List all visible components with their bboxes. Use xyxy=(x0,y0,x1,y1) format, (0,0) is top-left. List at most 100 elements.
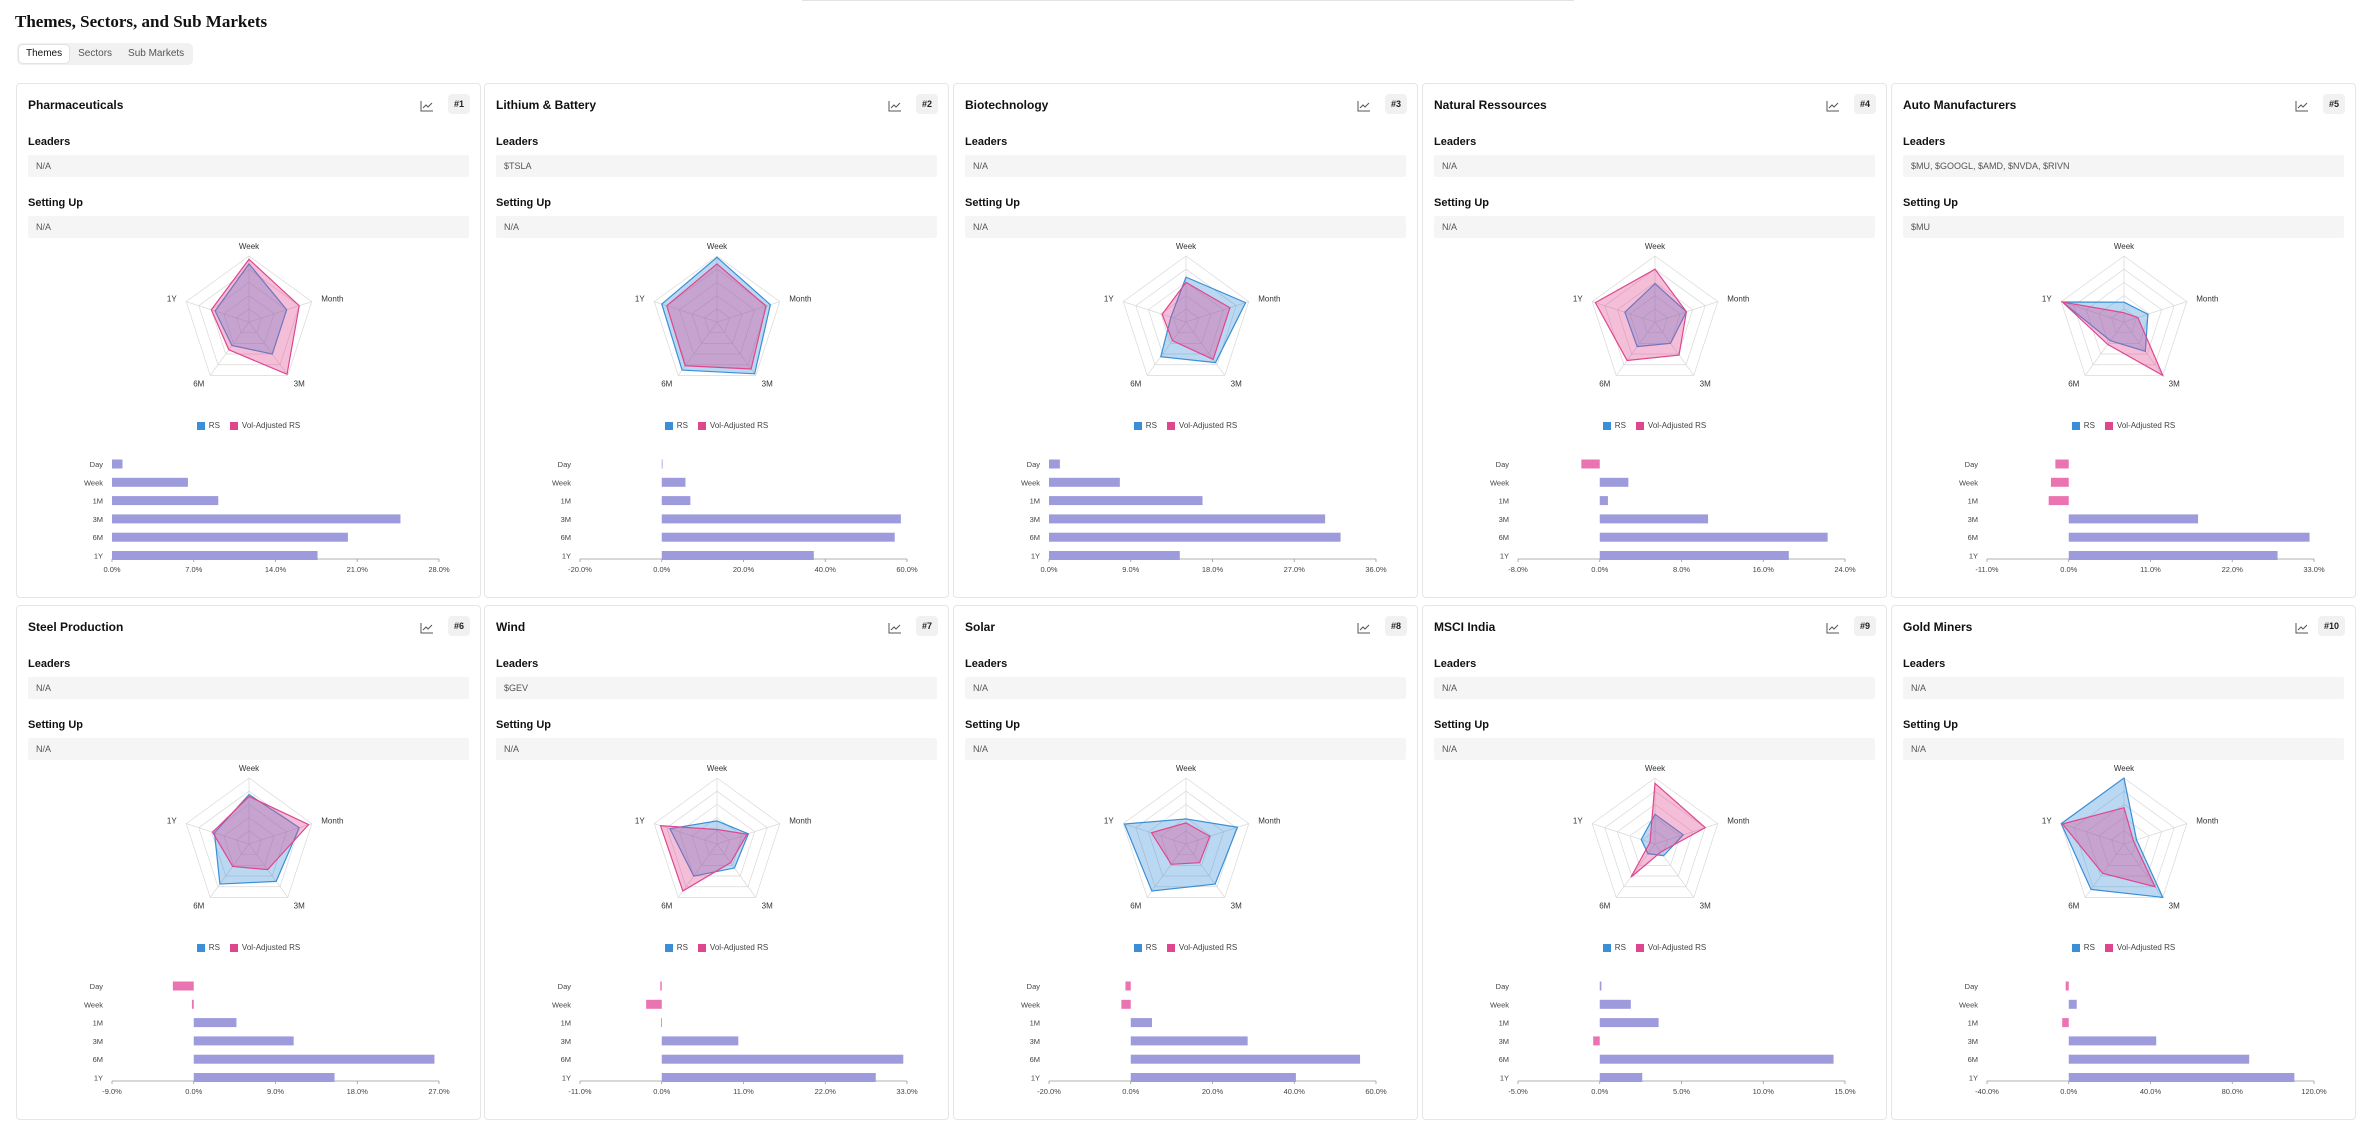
bar-x-tick-label: -11.0% xyxy=(568,1087,592,1096)
legend-vol-adjusted: Vol-Adjusted RS xyxy=(1166,943,1237,952)
legend-rs: RS xyxy=(2071,943,2095,952)
theme-card[interactable]: Steel Production #6 Leaders N/A Setting Up N/… xyxy=(16,605,481,1120)
bar-x-tick-label: 0.0% xyxy=(185,1087,202,1096)
radar-legend: RS Vol-Adjusted RS xyxy=(485,421,948,430)
bar-3m xyxy=(2068,1036,2157,1046)
radar-axis-label: Week xyxy=(707,243,728,251)
line-chart-icon[interactable] xyxy=(1826,621,1840,634)
radar-grid-ring xyxy=(1122,255,1250,376)
leaders-field: $TSLA xyxy=(496,155,937,177)
radar-axis-label: Month xyxy=(789,817,811,826)
bar-category-label: 3M xyxy=(1968,515,1978,524)
legend-vol-adjusted: Vol-Adjusted RS xyxy=(697,943,768,952)
bar-x-tick-label: 60.0% xyxy=(1365,1087,1387,1096)
radar-grid-ring xyxy=(1616,803,1694,877)
legend-label: Vol-Adjusted RS xyxy=(1647,421,1707,430)
radar-grid-ring xyxy=(1616,281,1694,355)
bar-1m xyxy=(2048,496,2069,506)
line-chart-icon[interactable] xyxy=(1357,99,1371,112)
theme-card[interactable]: Natural Ressources #4 Leaders N/A Setting Up… xyxy=(1422,83,1887,598)
line-chart-icon[interactable] xyxy=(420,621,434,634)
line-chart-icon[interactable] xyxy=(2295,99,2309,112)
bar-3m xyxy=(1049,514,1326,524)
radar-grid-ring xyxy=(653,255,781,376)
line-chart-icon[interactable] xyxy=(2295,621,2309,634)
radar-series-vol-adjusted xyxy=(210,258,300,376)
theme-card[interactable]: Pharmaceuticals #1 Leaders N/A Setting Up N/A… xyxy=(16,83,481,598)
radar-spoke xyxy=(1654,321,1695,376)
bar-category-label: 1Y xyxy=(562,1074,571,1083)
bar-x-tick-label: 0.0% xyxy=(103,565,120,574)
rank-badge: #7 xyxy=(915,616,938,636)
legend-swatch xyxy=(664,421,673,430)
bar-chart: 0.0% 9.0% 18.0% 27.0% 36.0% Day Week 1M 3M 6M 1Y xyxy=(1021,459,1387,574)
leaders-label: Leaders xyxy=(496,658,539,670)
radar-axis-label: Month xyxy=(2196,817,2218,826)
theme-card[interactable]: Gold Miners #10 Leaders N/A Setting Up N/A Wee… xyxy=(1891,605,2356,1120)
bar-6m xyxy=(112,532,348,542)
radar-spoke xyxy=(248,823,312,845)
radar-axis-label: 3M xyxy=(294,379,305,388)
rank-badge: #6 xyxy=(447,616,470,636)
leaders-field: N/A xyxy=(28,155,469,177)
setting-up-field: N/A xyxy=(965,216,1406,238)
legend-vol-adjusted: Vol-Adjusted RS xyxy=(2104,943,2175,952)
radar-grid-ring xyxy=(704,308,730,334)
radar-axis-label: 1Y xyxy=(635,817,645,826)
theme-card[interactable]: Lithium & Battery #2 Leaders $TSLA Setting U… xyxy=(484,83,949,598)
bar-1y xyxy=(661,551,814,560)
theme-card[interactable]: Solar #8 Leaders N/A Setting Up N/A Week Month 3… xyxy=(953,605,1418,1120)
bar-x-tick-label: 33.0% xyxy=(2303,565,2325,574)
bar-category-label: 1M xyxy=(1499,1019,1509,1028)
radar-axis-label: 3M xyxy=(762,901,773,910)
radar-axis-label: 6M xyxy=(193,901,204,910)
bar-category-label: 1M xyxy=(1030,497,1040,506)
legend-swatch xyxy=(1133,421,1142,430)
radar-spoke xyxy=(248,301,312,323)
line-chart-icon[interactable] xyxy=(1357,621,1371,634)
bar-1m xyxy=(661,496,691,506)
legend-vol-adjusted: Vol-Adjusted RS xyxy=(697,421,768,430)
bar-category-label: 3M xyxy=(1499,515,1509,524)
theme-card[interactable]: Biotechnology #3 Leaders N/A Setting Up N/A We… xyxy=(953,83,1418,598)
radar-series-vol-adjusted xyxy=(659,824,749,892)
radar-spoke xyxy=(248,321,289,376)
card-title: Lithium & Battery xyxy=(496,98,597,112)
legend-swatch xyxy=(229,421,238,430)
legend-vol-adjusted: Vol-Adjusted RS xyxy=(1635,421,1707,430)
radar-axis-label: 3M xyxy=(2169,901,2180,910)
radar-grid-ring xyxy=(223,295,275,344)
radar-grid-ring xyxy=(2098,817,2150,866)
legend-swatch xyxy=(2104,421,2113,430)
line-chart-icon[interactable] xyxy=(1826,99,1840,112)
bar-x-tick-label: 18.0% xyxy=(1202,565,1224,574)
radar-legend: RS Vol-Adjusted RS xyxy=(1892,421,2355,430)
legend-rs: RS xyxy=(1602,421,1626,430)
radar-axis-label: 3M xyxy=(2169,379,2180,388)
line-chart-icon[interactable] xyxy=(888,621,902,634)
bar-3m xyxy=(1593,1036,1600,1046)
theme-card[interactable]: Wind #7 Leaders $GEV Setting Up N/A Week Month 3… xyxy=(484,605,949,1120)
tab-themes[interactable]: Themes xyxy=(19,45,70,63)
bar-x-tick-label: 7.0% xyxy=(185,565,202,574)
line-chart-icon[interactable] xyxy=(888,99,902,112)
radar-legend: RS Vol-Adjusted RS xyxy=(1892,943,2355,952)
theme-card[interactable]: Auto Manufacturers #5 Leaders $MU, $GOOGL, … xyxy=(1891,83,2356,598)
legend-label: RS xyxy=(208,943,220,952)
bar-x-tick-label: 11.0% xyxy=(2140,565,2161,574)
bar-category-label: 6M xyxy=(1968,1055,1978,1064)
theme-card[interactable]: MSCI India #9 Leaders N/A Setting Up N/A Week M… xyxy=(1422,605,1887,1120)
radar-axis-label: Week xyxy=(239,765,260,773)
bar-category-label: 1M xyxy=(1030,1019,1040,1028)
radar-grid-ring xyxy=(1591,777,1719,898)
bar-1m xyxy=(1599,1018,1659,1028)
line-chart-icon[interactable] xyxy=(420,99,434,112)
radar-grid-ring xyxy=(666,790,768,888)
radar-chart: Week Month 3M 6M 1Y xyxy=(1573,243,1750,388)
bar-category-label: 6M xyxy=(93,533,103,542)
tab-sectors[interactable]: Sectors xyxy=(78,48,113,59)
bar-x-tick-label: 120.0% xyxy=(2301,1087,2327,1096)
radar-axis-label: 6M xyxy=(193,379,204,388)
leaders-label: Leaders xyxy=(1903,658,1946,670)
tab-sub-markets[interactable]: Sub Markets xyxy=(128,48,185,59)
